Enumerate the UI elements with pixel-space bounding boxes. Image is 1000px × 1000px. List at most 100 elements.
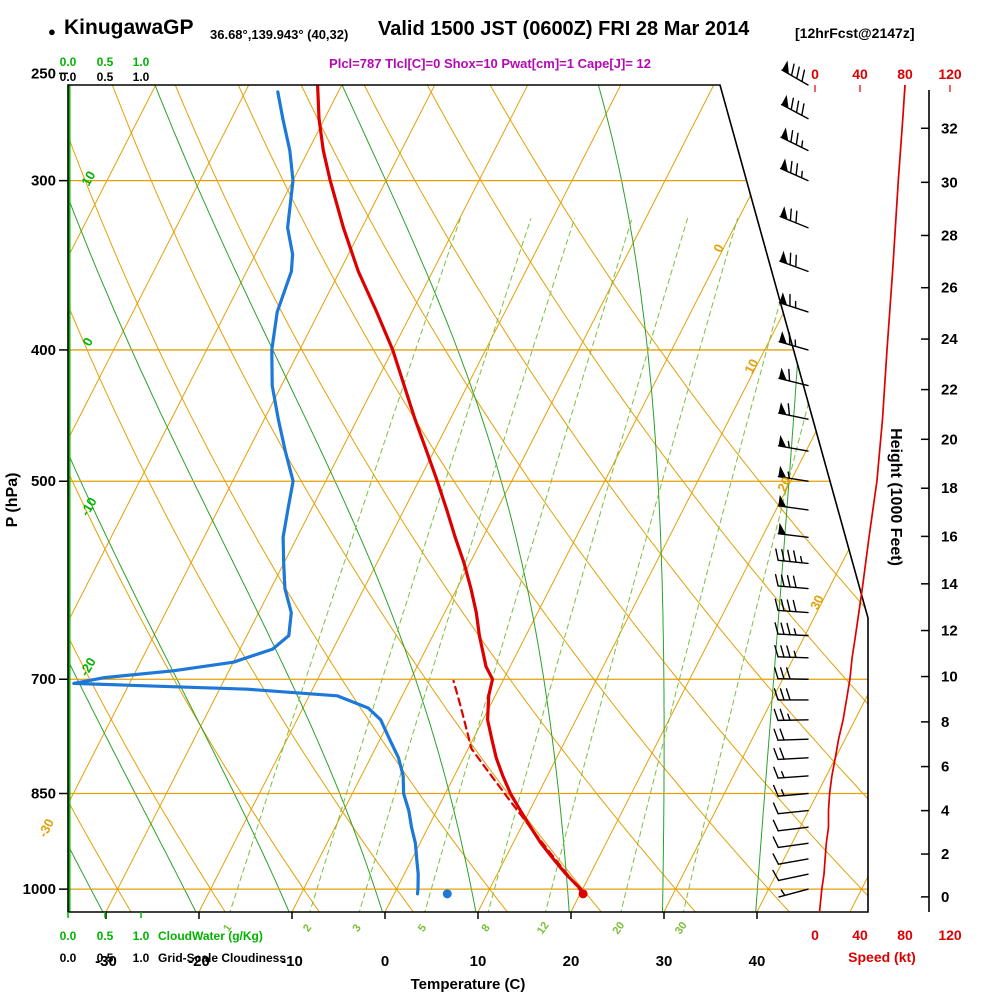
temperature-tick-label: -10	[281, 953, 303, 970]
height-tick-label: 10	[941, 669, 958, 686]
wind-barb-column	[772, 60, 809, 898]
wind-barb	[773, 747, 809, 761]
speed-tick-label: 80	[897, 66, 913, 82]
height-tick-label: 12	[941, 623, 958, 640]
dewpoint-curve	[72, 90, 420, 896]
forecast-tag: [12hrFcst@2147z]	[795, 25, 915, 41]
cloudwater-scale-tick: 0.0	[60, 929, 77, 943]
mixing-ratio-label: 1	[221, 922, 234, 934]
cloudiness-axis-title: Grid-Scale Cloudiness	[158, 951, 286, 965]
temperature-tick-label: 0	[381, 953, 389, 970]
cloudiness-scale-tick: 0.0	[60, 70, 77, 84]
sounding-parameters: Plcl=787 Tlcl[C]=0 Shox=10 Pwat[cm]=1 Ca…	[329, 56, 651, 71]
temperature-axis-title: Temperature (C)	[411, 976, 526, 993]
speed-axis-title: Speed (kt)	[848, 949, 916, 965]
wind-barb	[777, 522, 809, 539]
height-tick-label: 16	[941, 528, 958, 545]
height-tick-label: 30	[941, 174, 958, 191]
height-tick-label: 18	[941, 480, 958, 497]
height-tick-label: 22	[941, 382, 958, 399]
speed-tick-label: 80	[897, 927, 913, 943]
mixing-ratio-label: 30	[673, 920, 690, 937]
height-tick-label: 28	[941, 227, 958, 244]
height-tick-label: 6	[941, 759, 949, 776]
cloudwater-scale-tick: 0.5	[97, 55, 114, 69]
cloudiness-scale-tick: 1.0	[133, 951, 150, 965]
wind-barb	[777, 402, 809, 420]
mixing-ratio-label: 8	[479, 922, 492, 934]
cloudwater-scale-tick: 0.5	[97, 929, 114, 943]
wind-barb	[774, 598, 809, 614]
surface-dewpoint-dot	[442, 889, 452, 899]
wind-barb	[777, 435, 809, 452]
dry-adiabat-label: 10	[78, 168, 98, 188]
station-name: KinugawaGP	[64, 16, 194, 39]
speed-tick-label: 40	[852, 927, 868, 943]
wind-barb	[780, 127, 809, 152]
height-tick-label: 26	[941, 280, 958, 297]
mixing-ratio-label: 3	[350, 922, 363, 934]
wind-barb	[777, 494, 809, 511]
mixing-ratio-label: 2	[301, 922, 314, 934]
height-tick-label: 0	[941, 889, 949, 906]
cloudiness-scale-tick: 0.0	[60, 951, 77, 965]
wind-barb	[775, 548, 809, 565]
wind-barb	[773, 666, 809, 680]
wind-barb	[779, 158, 809, 182]
height-tick-label: 20	[941, 431, 958, 448]
skewt-background-lines	[68, 85, 868, 912]
temperature-tick-label: -30	[95, 953, 117, 970]
wind-barb	[778, 331, 809, 351]
station-coordinates: 36.68°,139.943° (40,32)	[210, 27, 349, 42]
isotherm-label: 30	[807, 592, 827, 612]
wind-barb	[772, 819, 809, 832]
speed-tick-label: 0	[811, 66, 819, 82]
wind-barb	[772, 853, 809, 865]
isotherm-label: -30	[35, 816, 57, 840]
wind-barb	[780, 94, 809, 120]
wind-barb	[773, 766, 809, 779]
speed-tick-label: 120	[938, 927, 962, 943]
cloudiness-scale-tick: 0.5	[97, 951, 114, 965]
height-tick-label: 2	[941, 846, 949, 863]
cloudwater-scale-tick: 0.0	[60, 55, 77, 69]
cloudwater-axis-title: CloudWater (g/Kg)	[158, 929, 263, 943]
cloudwater-scale-tick: 1.0	[133, 55, 150, 69]
pressure-tick-label: 400	[31, 342, 56, 359]
plot-border	[67, 84, 869, 913]
dry-adiabat-label: 0	[79, 335, 96, 349]
pressure-tick-label: 850	[31, 786, 56, 803]
wind-barb	[774, 644, 809, 659]
speed-tick-label: 0	[811, 927, 819, 943]
wind-barb	[772, 869, 809, 882]
wind-barb	[774, 622, 809, 637]
wind-barb	[772, 784, 809, 797]
station-bullet-icon: ●	[48, 24, 56, 39]
wind-barb	[773, 728, 809, 741]
height-tick-label: 32	[941, 120, 958, 137]
mixing-ratio-label: 20	[610, 920, 627, 937]
wind-barb	[779, 206, 809, 229]
mixing-ratio-label: 5	[416, 922, 429, 934]
pressure-tick-label: 700	[31, 671, 56, 688]
cloudwater-scale-tick: 1.0	[133, 929, 150, 943]
wind-barb	[778, 888, 809, 898]
pressure-axis-title: P (hPa)	[4, 473, 21, 528]
isotherm-label: 0	[710, 241, 727, 254]
valid-time: Valid 1500 JST (0600Z) FRI 28 Mar 2014	[378, 18, 750, 40]
wind-barb	[774, 573, 809, 590]
wind-speed-curve	[818, 84, 906, 913]
temperature-tick-label: 40	[749, 953, 766, 970]
wind-barb	[778, 367, 809, 387]
temperature-tick-label: -20	[188, 953, 210, 970]
wind-barb	[781, 60, 809, 86]
isotherm-label: 10	[741, 356, 761, 376]
parcel-trace	[452, 679, 585, 895]
temperature-curve	[316, 85, 585, 896]
temperature-tick-label: 20	[563, 953, 580, 970]
height-tick-label: 14	[941, 576, 958, 593]
height-tick-label: 4	[941, 803, 950, 820]
mixing-ratio-label: 12	[535, 920, 552, 937]
